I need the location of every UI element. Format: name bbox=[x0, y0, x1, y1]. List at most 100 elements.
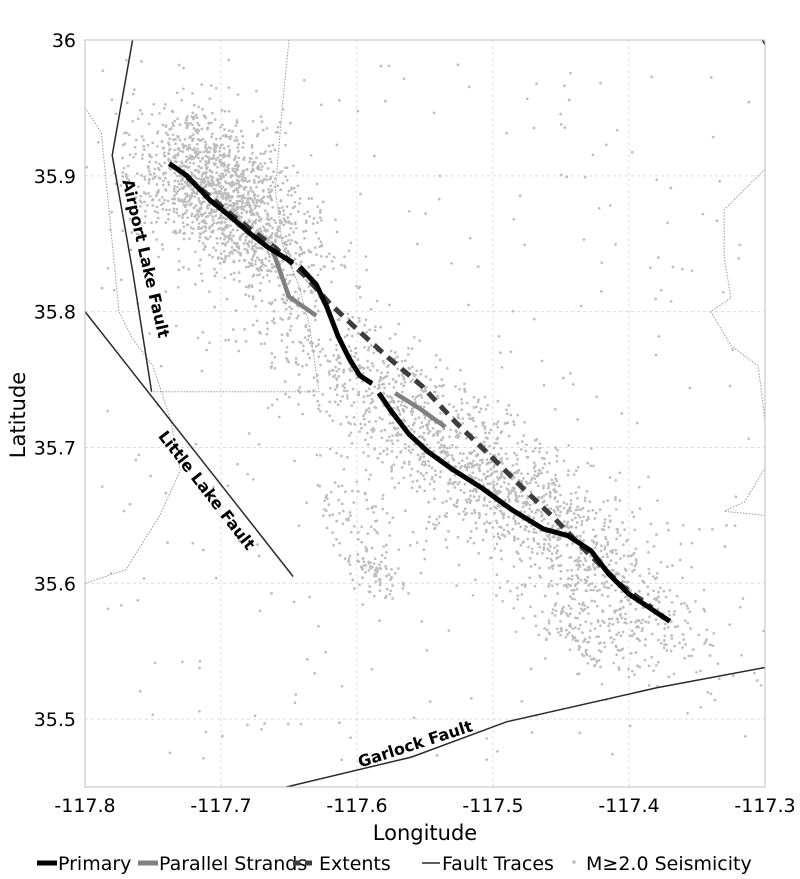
seismicity-point bbox=[328, 400, 332, 404]
seismicity-point bbox=[620, 599, 623, 603]
seismicity-point bbox=[158, 198, 161, 202]
seismicity-point bbox=[362, 400, 366, 404]
seismicity-point bbox=[514, 496, 518, 499]
seismicity-point bbox=[709, 76, 713, 79]
seismicity-point bbox=[246, 199, 249, 202]
seismicity-point bbox=[483, 425, 487, 429]
seismicity-point bbox=[387, 363, 390, 367]
seismicity-point bbox=[241, 170, 245, 173]
seismicity-point bbox=[556, 500, 559, 503]
seismicity-point bbox=[496, 532, 500, 536]
seismicity-point bbox=[617, 666, 621, 669]
seismicity-point bbox=[392, 386, 396, 389]
seismicity-point bbox=[182, 66, 185, 70]
seismicity-point bbox=[367, 590, 371, 594]
seismicity-point bbox=[475, 499, 478, 503]
seismicity-point bbox=[316, 221, 319, 224]
seismicity-point bbox=[195, 218, 199, 222]
seismicity-point bbox=[299, 722, 303, 726]
seismicity-point bbox=[214, 214, 218, 218]
seismicity-point bbox=[215, 178, 219, 182]
seismicity-point bbox=[450, 443, 454, 447]
seismicity-point bbox=[391, 597, 394, 600]
seismicity-point bbox=[343, 382, 347, 386]
seismicity-point bbox=[341, 509, 345, 513]
seismicity-point bbox=[281, 108, 285, 111]
seismicity-point bbox=[375, 299, 379, 303]
seismicity-point bbox=[212, 154, 216, 157]
seismicity-point bbox=[390, 439, 393, 443]
seismicity-point bbox=[172, 220, 176, 224]
seismicity-point bbox=[317, 355, 321, 359]
seismicity-point bbox=[257, 269, 260, 272]
seismicity-point bbox=[391, 434, 394, 438]
seismicity-point bbox=[593, 657, 596, 661]
seismicity-point bbox=[472, 541, 476, 545]
seismicity-point bbox=[392, 463, 396, 467]
seismicity-point bbox=[470, 417, 473, 421]
seismicity-point bbox=[610, 583, 613, 587]
seismicity-point bbox=[180, 165, 184, 168]
seismicity-point bbox=[530, 524, 533, 528]
seismicity-point bbox=[236, 168, 240, 172]
seismicity-point bbox=[288, 242, 292, 246]
seismicity-point bbox=[277, 210, 281, 213]
seismicity-point bbox=[601, 573, 605, 577]
seismicity-point bbox=[162, 146, 166, 149]
seismicity-point bbox=[489, 507, 492, 510]
seismicity-point bbox=[318, 409, 322, 413]
seismicity-point bbox=[489, 468, 493, 471]
seismicity-point bbox=[128, 209, 132, 213]
seismicity-point bbox=[267, 187, 270, 191]
seismicity-point bbox=[209, 181, 213, 185]
seismicity-point bbox=[409, 427, 413, 431]
seismicity-point bbox=[565, 502, 569, 506]
seismicity-point bbox=[668, 613, 672, 617]
seismicity-point bbox=[121, 229, 125, 233]
seismicity-point bbox=[122, 166, 126, 170]
seismicity-point bbox=[602, 524, 606, 528]
seismicity-point bbox=[204, 140, 207, 144]
seismicity-point bbox=[267, 301, 271, 305]
seismicity-point bbox=[390, 450, 394, 453]
seismicity-point bbox=[212, 162, 216, 165]
seismicity-point bbox=[297, 403, 300, 406]
seismicity-point bbox=[590, 658, 593, 661]
seismicity-point bbox=[615, 609, 618, 612]
seismicity-point bbox=[648, 615, 651, 619]
seismicity-point bbox=[416, 470, 420, 473]
seismicity-point bbox=[428, 482, 432, 486]
seismicity-point bbox=[389, 349, 393, 353]
seismicity-point bbox=[607, 525, 611, 529]
seismicity-point bbox=[244, 339, 248, 343]
y-axis-label: Latitude bbox=[6, 372, 30, 458]
seismicity-point bbox=[221, 123, 224, 127]
seismicity-point bbox=[690, 654, 694, 658]
seismicity-point bbox=[550, 552, 554, 555]
seismicity-point bbox=[449, 497, 452, 500]
seismicity-point bbox=[362, 564, 366, 568]
seismicity-point bbox=[289, 324, 293, 328]
seismicity-point bbox=[538, 446, 542, 450]
seismicity-point bbox=[155, 205, 159, 209]
seismicity-point bbox=[456, 436, 460, 439]
seismicity-point bbox=[391, 584, 394, 587]
seismicity-point bbox=[342, 370, 345, 374]
seismicity-point bbox=[358, 583, 361, 587]
seismicity-point bbox=[586, 605, 590, 609]
seismicity-point bbox=[222, 237, 226, 241]
seismicity-point bbox=[229, 134, 233, 138]
seismicity-point bbox=[303, 290, 306, 293]
seismicity-point bbox=[196, 147, 200, 151]
seismicity-point bbox=[168, 137, 171, 141]
seismicity-point bbox=[472, 459, 475, 463]
seismicity-point bbox=[222, 232, 225, 236]
seismicity-point bbox=[349, 514, 352, 518]
seismicity-point bbox=[419, 372, 422, 376]
seismicity-point bbox=[634, 607, 638, 611]
seismicity-point bbox=[217, 256, 220, 259]
seismicity-point bbox=[364, 318, 368, 322]
seismicity-point bbox=[225, 297, 229, 301]
seismicity-point bbox=[709, 643, 712, 647]
seismicity-point bbox=[192, 174, 196, 177]
